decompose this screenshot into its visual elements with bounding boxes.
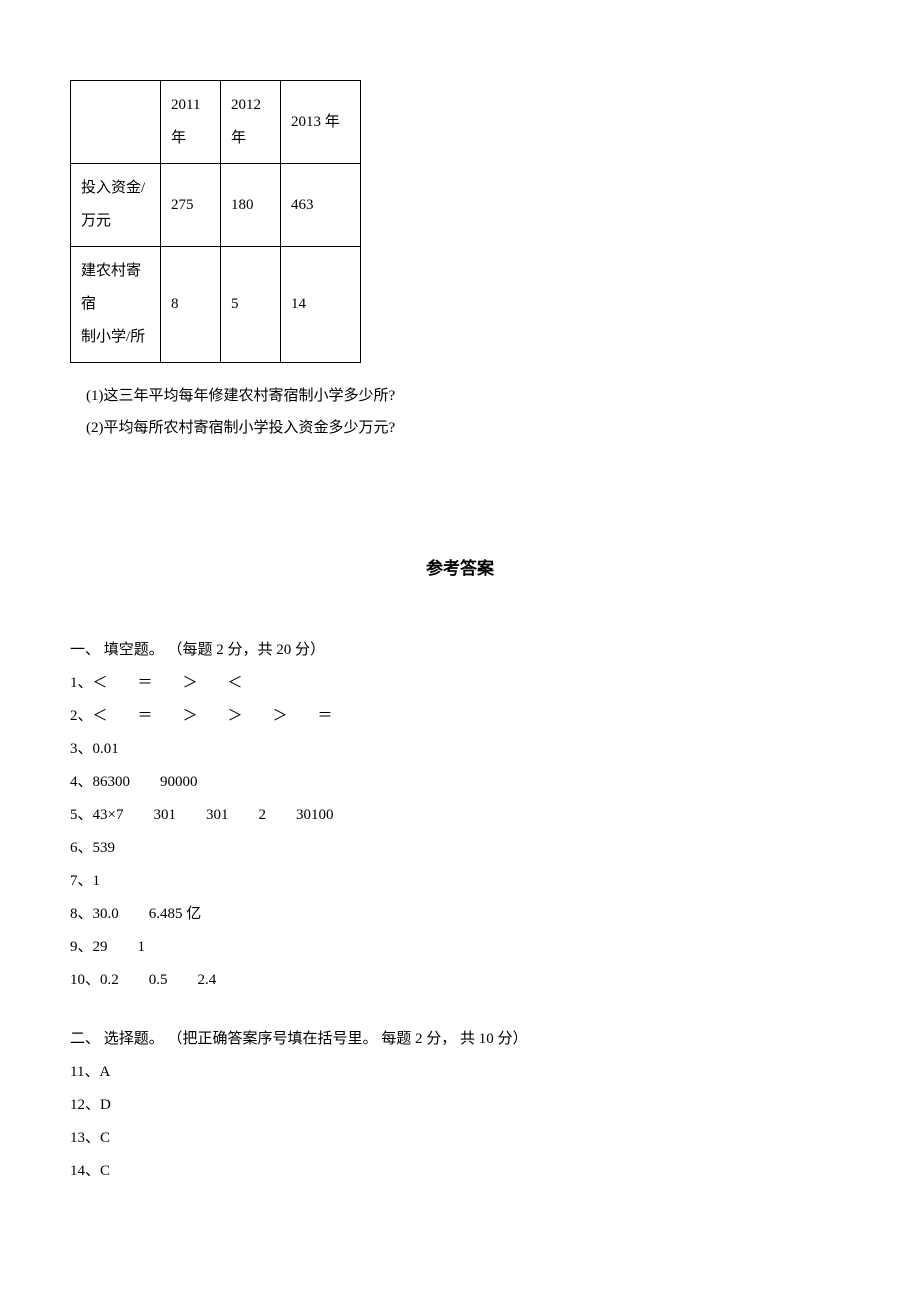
answer-line: 2、＜ ＝ ＞ ＞ ＞ ＝ xyxy=(70,700,850,733)
row1-label: 投入资金/万元 xyxy=(71,164,161,247)
answer-line: 5、43×7 301 301 2 30100 xyxy=(70,799,850,832)
row2-2013: 14 xyxy=(281,247,361,363)
answer-line: 8、30.0 6.485 亿 xyxy=(70,898,850,931)
table-row-funding: 投入资金/万元 275 180 463 xyxy=(71,164,361,247)
section-2-header: 二、 选择题。 （把正确答案序号填在括号里。 每题 2 分， 共 10 分） xyxy=(70,1023,850,1056)
section-1-header: 一、 填空题。 （每题 2 分，共 20 分） xyxy=(70,634,850,667)
header-cell-2013: 2013 年 xyxy=(281,81,361,164)
answer-line: 4、86300 90000 xyxy=(70,766,850,799)
row2-label: 建农村寄宿制小学/所 xyxy=(71,247,161,363)
data-table: 2011年 2012年 2013 年 投入资金/万元 275 180 463 建… xyxy=(70,80,361,363)
answer-line: 9、29 1 xyxy=(70,931,850,964)
answer-line: 12、D xyxy=(70,1089,850,1122)
answer-line: 13、C xyxy=(70,1122,850,1155)
header-cell-blank xyxy=(71,81,161,164)
header-cell-2012: 2012年 xyxy=(221,81,281,164)
header-cell-2011: 2011年 xyxy=(161,81,221,164)
answer-line: 1、＜ ＝ ＞ ＜ xyxy=(70,667,850,700)
answer-line: 10、0.2 0.5 2.4 xyxy=(70,964,850,997)
answer-line: 3、0.01 xyxy=(70,733,850,766)
row1-2012: 180 xyxy=(221,164,281,247)
question-2: (2)平均每所农村寄宿制小学投入资金多少万元? xyxy=(70,413,850,445)
answer-line: 11、A xyxy=(70,1056,850,1089)
question-1: (1)这三年平均每年修建农村寄宿制小学多少所? xyxy=(70,381,850,413)
table-header-row: 2011年 2012年 2013 年 xyxy=(71,81,361,164)
row2-2011: 8 xyxy=(161,247,221,363)
answer-line: 6、539 xyxy=(70,832,850,865)
answer-key-title: 参考答案 xyxy=(70,554,850,579)
row1-2011: 275 xyxy=(161,164,221,247)
row2-2012: 5 xyxy=(221,247,281,363)
table-row-schools: 建农村寄宿制小学/所 8 5 14 xyxy=(71,247,361,363)
answer-line: 7、1 xyxy=(70,865,850,898)
row1-2013: 463 xyxy=(281,164,361,247)
answer-line: 14、C xyxy=(70,1155,850,1188)
